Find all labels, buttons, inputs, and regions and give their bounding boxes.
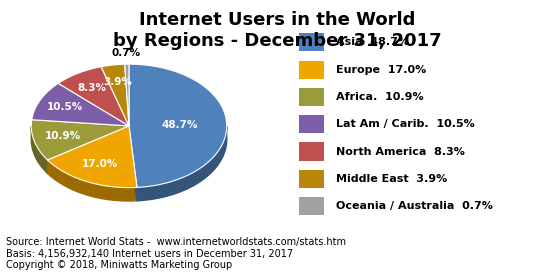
Polygon shape xyxy=(48,160,137,201)
Polygon shape xyxy=(129,64,227,188)
Text: Asia  48.7%: Asia 48.7% xyxy=(336,37,409,47)
Text: Europe  17.0%: Europe 17.0% xyxy=(336,65,426,75)
Polygon shape xyxy=(125,64,129,126)
Polygon shape xyxy=(48,126,129,173)
FancyBboxPatch shape xyxy=(299,115,324,133)
Polygon shape xyxy=(31,126,48,173)
Polygon shape xyxy=(129,126,137,201)
Text: 48.7%: 48.7% xyxy=(162,120,198,130)
Polygon shape xyxy=(31,120,129,160)
Text: Africa.  10.9%: Africa. 10.9% xyxy=(336,92,423,102)
Text: Internet Users in the World
by Regions - December 31, 2017: Internet Users in the World by Regions -… xyxy=(112,11,442,50)
Polygon shape xyxy=(137,126,227,201)
Polygon shape xyxy=(129,126,137,201)
Polygon shape xyxy=(48,126,137,188)
Text: 10.9%: 10.9% xyxy=(44,131,81,141)
FancyBboxPatch shape xyxy=(299,33,324,51)
Text: Source: Internet World Stats -  www.internetworldstats.com/stats.htm
Basis: 4,15: Source: Internet World Stats - www.inter… xyxy=(6,237,346,270)
Text: 10.5%: 10.5% xyxy=(47,102,83,112)
Text: Middle East  3.9%: Middle East 3.9% xyxy=(336,174,447,184)
Text: Lat Am / Carib.  10.5%: Lat Am / Carib. 10.5% xyxy=(336,119,474,129)
FancyBboxPatch shape xyxy=(299,88,324,106)
Text: Oceania / Australia  0.7%: Oceania / Australia 0.7% xyxy=(336,201,493,211)
Text: 3.9%: 3.9% xyxy=(103,77,132,87)
Text: 0.7%: 0.7% xyxy=(112,48,141,58)
Text: 8.3%: 8.3% xyxy=(78,83,107,93)
Polygon shape xyxy=(58,67,129,126)
FancyBboxPatch shape xyxy=(299,197,324,215)
Text: 17.0%: 17.0% xyxy=(82,159,118,169)
FancyBboxPatch shape xyxy=(299,170,324,188)
Polygon shape xyxy=(101,64,129,126)
Polygon shape xyxy=(32,83,129,126)
Polygon shape xyxy=(48,126,129,173)
Text: North America  8.3%: North America 8.3% xyxy=(336,147,465,156)
FancyBboxPatch shape xyxy=(299,61,324,79)
FancyBboxPatch shape xyxy=(299,143,324,161)
